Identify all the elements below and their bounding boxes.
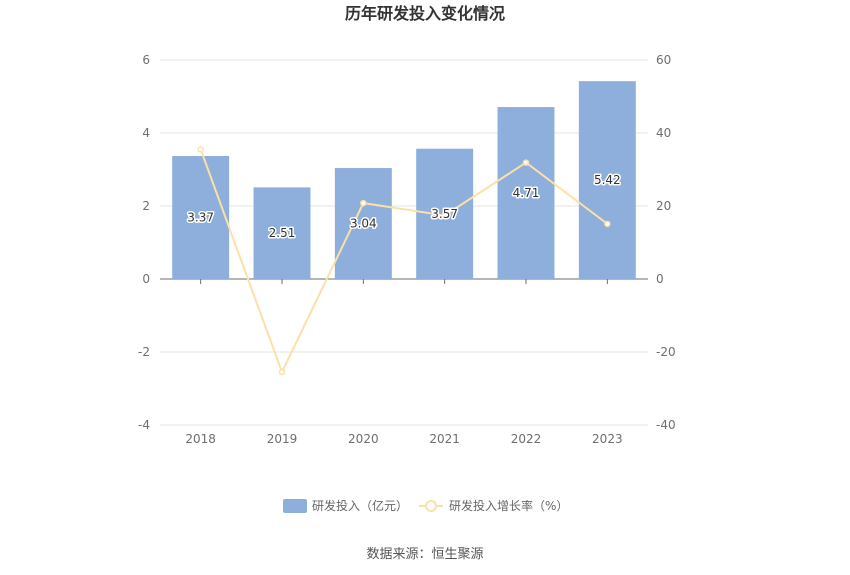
grid-lines — [160, 59, 648, 426]
bar — [253, 187, 311, 279]
growth-point — [197, 146, 204, 153]
bar — [578, 81, 636, 279]
line-series — [197, 146, 611, 376]
x-tick-label: 2022 — [511, 432, 542, 446]
growth-point — [278, 368, 286, 376]
left-tick-label: -2 — [138, 345, 150, 359]
legend-bar-label[interactable]: 研发投入（亿元） — [312, 498, 408, 513]
growth-point — [360, 199, 367, 207]
bar-data-label: 4.71 — [513, 186, 540, 200]
legend: 研发投入（亿元） 研发投入增长率（%） — [283, 498, 568, 513]
left-tick-label: 0 — [142, 272, 150, 286]
right-tick-label: 20 — [656, 199, 671, 213]
data-source: 数据来源：恒生聚源 — [366, 547, 483, 562]
left-tick-label: -4 — [138, 418, 150, 432]
x-axis: 2018 2019 2020 2021 2022 2023 — [160, 278, 648, 446]
bar-data-label: 2.51 — [269, 226, 296, 240]
chart-title: 历年研发投入变化情况 — [345, 4, 505, 23]
growth-point — [522, 159, 530, 166]
bar — [334, 168, 392, 279]
left-tick-label: 6 — [142, 53, 150, 67]
right-axis: 60 40 20 0 -20 -40 — [656, 53, 676, 432]
right-tick-label: 60 — [656, 53, 671, 67]
left-axis: 6 4 2 0 -2 -4 — [138, 53, 150, 432]
right-tick-label: 40 — [656, 126, 671, 140]
growth-point — [604, 220, 611, 228]
bar-data-label: 3.04 — [350, 217, 377, 231]
legend-line-marker[interactable] — [425, 500, 437, 512]
bar-data-label: 5.42 — [594, 173, 621, 187]
bar-data-labels: 3.37 2.51 3.04 3.57 4.71 5.42 — [186, 172, 622, 242]
right-tick-label: 0 — [656, 272, 664, 286]
x-tick-label: 2023 — [592, 432, 623, 446]
right-tick-label: -40 — [656, 418, 676, 432]
left-tick-label: 4 — [142, 126, 150, 140]
bar-series — [172, 81, 636, 280]
growth-point — [441, 212, 448, 219]
x-tick-label: 2020 — [348, 432, 379, 446]
legend-line-label[interactable]: 研发投入增长率（%） — [449, 498, 568, 513]
left-tick-label: 2 — [142, 199, 150, 213]
growth-line — [199, 149, 608, 375]
x-tick-label: 2018 — [185, 432, 216, 446]
x-tick-label: 2019 — [267, 432, 298, 446]
bar — [172, 155, 230, 279]
bar-data-label: 3.57 — [431, 207, 458, 221]
legend-bar-swatch[interactable] — [283, 499, 307, 513]
bar — [497, 107, 555, 280]
x-tick-label: 2021 — [429, 432, 460, 446]
right-tick-label: -20 — [656, 345, 676, 359]
bar-data-label: 3.37 — [187, 210, 214, 224]
